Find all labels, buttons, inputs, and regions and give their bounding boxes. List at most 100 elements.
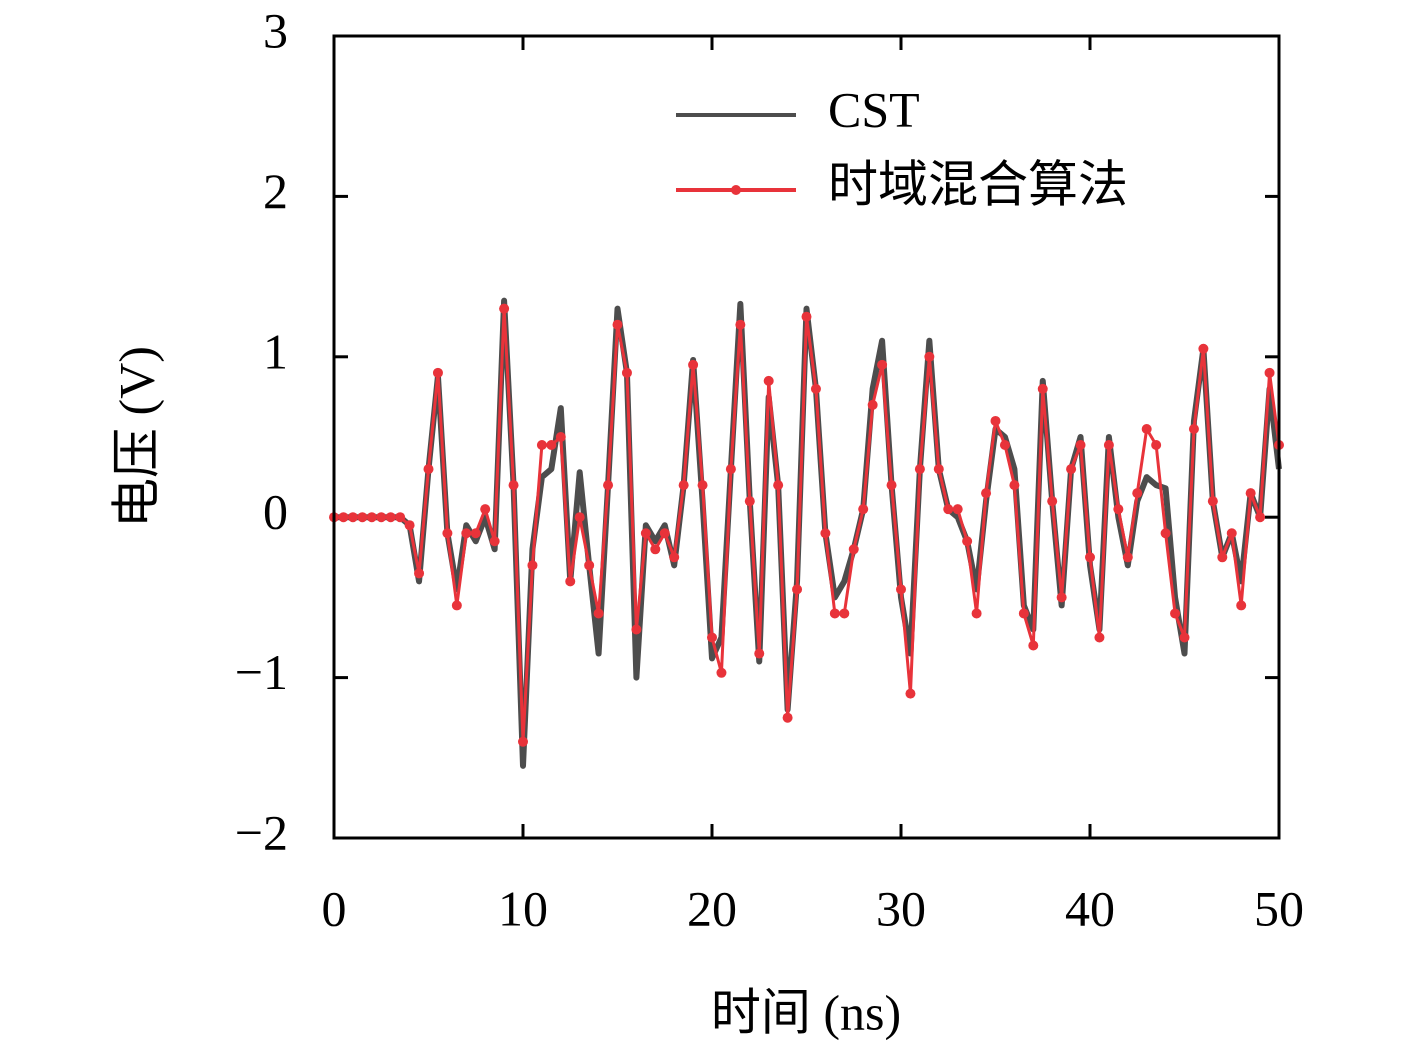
series-marker bbox=[735, 319, 746, 330]
series-marker bbox=[839, 608, 850, 619]
series-marker bbox=[1122, 552, 1133, 563]
series-marker bbox=[1018, 608, 1029, 619]
series-marker bbox=[952, 504, 963, 515]
series-marker bbox=[518, 736, 528, 747]
y-tick-label: 0 bbox=[263, 484, 288, 540]
legend-marker bbox=[731, 185, 741, 195]
series-marker bbox=[527, 560, 538, 571]
series-marker bbox=[697, 480, 708, 491]
series-marker bbox=[867, 399, 878, 410]
series-marker bbox=[536, 440, 547, 451]
series-marker bbox=[1188, 423, 1199, 434]
series-marker bbox=[782, 712, 793, 723]
series-marker bbox=[338, 512, 349, 523]
series-marker bbox=[1132, 488, 1143, 499]
legend-label: CST bbox=[828, 81, 920, 137]
series-marker bbox=[1236, 600, 1247, 611]
series-marker bbox=[499, 303, 510, 314]
series-marker bbox=[792, 584, 803, 595]
series-marker bbox=[1103, 440, 1114, 451]
series-marker bbox=[1160, 528, 1171, 539]
series-marker bbox=[1151, 440, 1162, 451]
series-marker bbox=[1255, 512, 1266, 523]
plot-frame bbox=[332, 34, 1281, 840]
series-marker bbox=[744, 496, 755, 507]
series-marker bbox=[1113, 504, 1124, 515]
series-marker bbox=[877, 359, 888, 370]
series-marker bbox=[1037, 383, 1048, 394]
x-tick-label: 20 bbox=[687, 880, 737, 936]
series-marker bbox=[1056, 592, 1067, 603]
series-marker bbox=[1075, 440, 1086, 451]
series-marker bbox=[404, 520, 415, 531]
series-marker bbox=[1066, 464, 1077, 475]
series-marker bbox=[347, 512, 358, 523]
series-marker bbox=[1179, 632, 1190, 643]
series-marker bbox=[829, 608, 840, 619]
series-marker bbox=[1217, 552, 1228, 563]
series-marker bbox=[546, 440, 557, 451]
series-marker bbox=[971, 608, 982, 619]
series-marker bbox=[631, 624, 642, 635]
y-tick-label: 3 bbox=[263, 2, 288, 58]
series-marker bbox=[508, 480, 519, 491]
series-marker bbox=[1226, 528, 1237, 539]
series-marker bbox=[432, 367, 443, 378]
series-marker bbox=[621, 367, 632, 378]
series-marker bbox=[1170, 608, 1181, 619]
series-marker bbox=[820, 528, 831, 539]
series-marker bbox=[858, 504, 869, 515]
series-marker bbox=[555, 432, 566, 442]
y-tick-label: 2 bbox=[263, 163, 288, 219]
series-marker bbox=[990, 415, 1001, 426]
x-axis-label: 时间 (ns) bbox=[711, 984, 901, 1040]
y-tick-label: 1 bbox=[263, 323, 288, 379]
series-marker bbox=[1207, 496, 1218, 507]
series-marker bbox=[924, 351, 935, 362]
series-marker bbox=[659, 528, 670, 539]
series-marker bbox=[725, 464, 736, 475]
series-marker bbox=[933, 464, 944, 475]
series-marker bbox=[470, 528, 481, 539]
series-marker bbox=[981, 488, 992, 499]
series-marker bbox=[754, 648, 765, 659]
series-marker bbox=[943, 504, 954, 515]
series-marker bbox=[1047, 496, 1058, 507]
series-marker bbox=[442, 528, 453, 539]
series-marker bbox=[1085, 552, 1095, 563]
series-marker bbox=[584, 560, 595, 571]
x-tick-label: 50 bbox=[1254, 880, 1304, 936]
series-marker bbox=[962, 536, 973, 547]
series-marker bbox=[366, 512, 377, 523]
series-marker bbox=[688, 359, 699, 370]
series-marker bbox=[1094, 632, 1105, 643]
series-marker bbox=[650, 544, 661, 555]
series-marker bbox=[565, 576, 576, 587]
y-tick-label: −1 bbox=[235, 644, 288, 700]
x-tick-label: 10 bbox=[498, 880, 548, 936]
series-marker bbox=[1009, 480, 1020, 491]
series-marker bbox=[451, 600, 462, 611]
series-marker bbox=[1028, 640, 1039, 651]
series-marker bbox=[669, 552, 680, 563]
series-marker bbox=[678, 480, 689, 491]
x-tick-label: 0 bbox=[322, 880, 347, 936]
series-marker bbox=[640, 528, 651, 539]
y-axis-label: 电压 (V) bbox=[108, 346, 164, 528]
series-marker bbox=[801, 311, 812, 322]
series-marker bbox=[773, 480, 784, 491]
series-marker bbox=[886, 480, 897, 491]
series-marker bbox=[1141, 423, 1152, 434]
series-marker bbox=[905, 688, 916, 699]
series-marker bbox=[574, 512, 585, 523]
series-marker bbox=[848, 544, 859, 555]
series-marker bbox=[357, 512, 368, 523]
series-marker bbox=[376, 512, 387, 523]
series-marker bbox=[489, 536, 500, 547]
y-tick-label: −2 bbox=[235, 804, 288, 860]
x-tick-label: 30 bbox=[876, 880, 926, 936]
series-marker bbox=[395, 512, 406, 523]
series-marker bbox=[414, 568, 425, 579]
series-marker bbox=[612, 319, 623, 330]
series-marker bbox=[1245, 488, 1256, 499]
